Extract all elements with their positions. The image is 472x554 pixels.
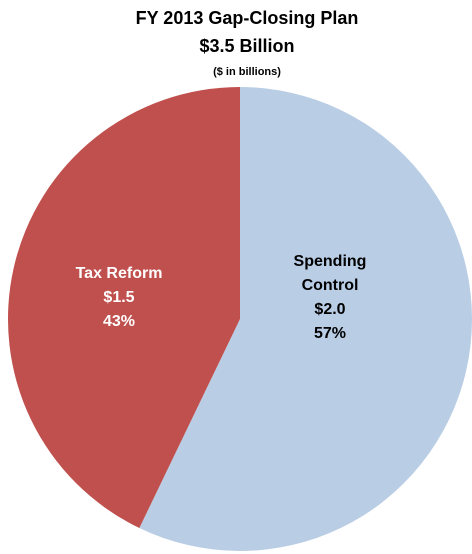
slice-name-label: Control bbox=[302, 277, 359, 294]
chart-title: FY 2013 Gap-Closing Plan bbox=[136, 8, 359, 28]
slice-name-label: Spending bbox=[294, 253, 367, 270]
pie-slices bbox=[8, 87, 472, 551]
slice-value-label: $2.0 bbox=[314, 301, 345, 318]
chart-note: ($ in billions) bbox=[213, 66, 281, 78]
slice-value-label: $1.5 bbox=[103, 289, 134, 306]
slice-name-label: Tax Reform bbox=[76, 265, 163, 282]
chart-subtitle: $3.5 Billion bbox=[199, 36, 294, 56]
pie-slice-1 bbox=[8, 87, 241, 529]
slice-percent-label: 57% bbox=[314, 325, 346, 342]
pie-labels: Spending Control $2.0 57% Tax Reform $1.5 43% bbox=[76, 253, 367, 342]
slice-percent-label: 43% bbox=[103, 313, 135, 330]
pie-slice-0 bbox=[139, 87, 472, 551]
